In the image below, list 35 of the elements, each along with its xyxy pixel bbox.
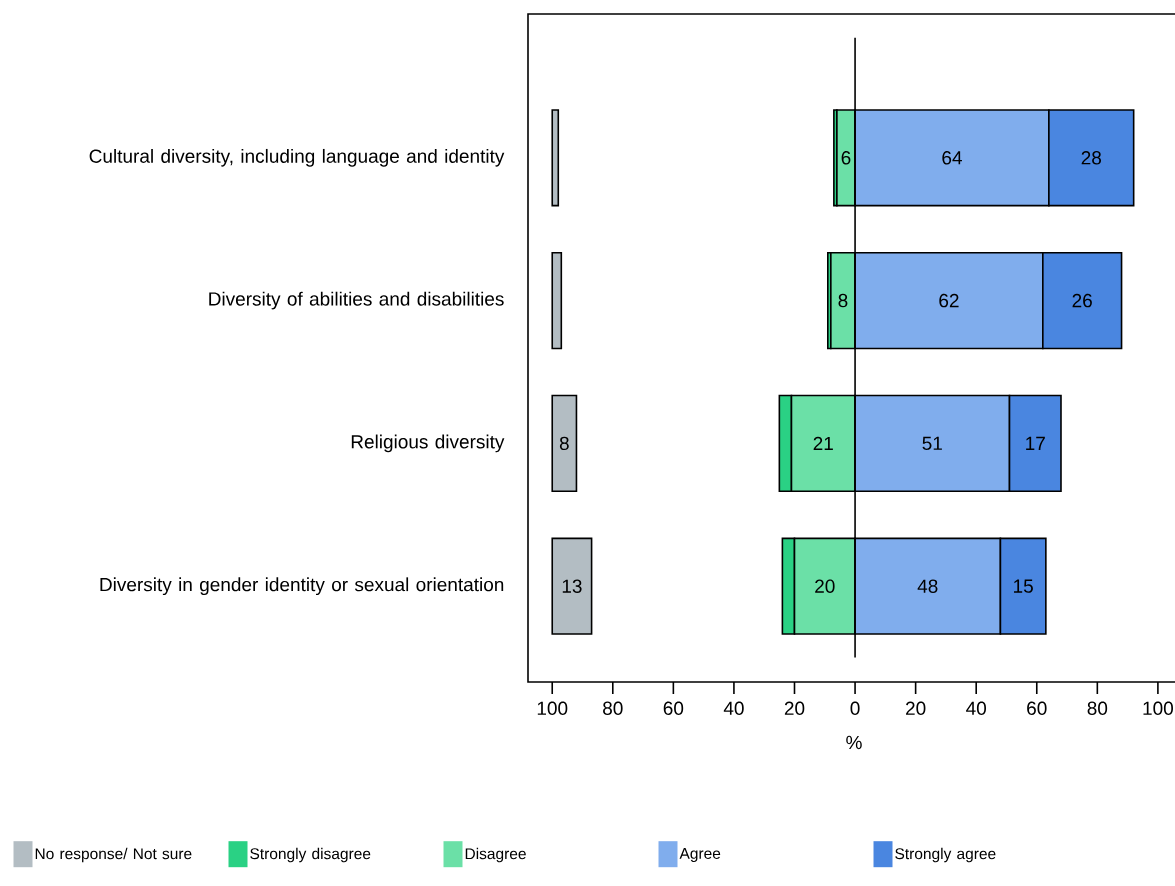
legend-label: Disagree [465, 847, 526, 863]
data-label: 20 [815, 579, 835, 593]
x-tick-label: 40 [723, 701, 744, 715]
x-tick-label: 80 [603, 701, 623, 715]
y-tick-label: Cultural diversity, including language and identity [89, 148, 505, 167]
y-tick-label: Diversity in gender identity or sexual orientation [100, 577, 504, 596]
x-tick-label: 80 [1087, 701, 1108, 715]
y-tick-label: Religious diversity [351, 434, 505, 453]
data-label: 64 [942, 151, 962, 165]
data-label: 6 [841, 151, 851, 165]
legend-label: Agree [679, 848, 721, 862]
data-label: 13 [562, 579, 582, 593]
x-tick-label: 60 [663, 701, 684, 715]
x-tick-label: 100 [537, 701, 568, 715]
y-tick-label: Diversity of abilities and disabilities [209, 291, 504, 310]
data-label: 17 [1026, 436, 1045, 450]
x-tick-label: 100 [1143, 701, 1173, 715]
x-tick-label: 60 [1027, 701, 1047, 715]
data-label: 51 [922, 436, 942, 451]
x-axis-title: % [846, 735, 862, 750]
x-tick-label: 20 [784, 701, 805, 715]
legend-label: Strongly disagree [250, 847, 371, 863]
data-label: 8 [559, 436, 569, 451]
data-label: 8 [838, 293, 848, 308]
data-label: 48 [917, 579, 938, 593]
x-tick-label: 0 [850, 701, 860, 715]
data-label: 28 [1081, 151, 1102, 165]
legend-label: Strongly agree [895, 847, 996, 863]
data-label: 26 [1072, 293, 1092, 308]
x-tick-label: 20 [906, 701, 926, 715]
data-label: 62 [939, 293, 959, 308]
data-label: 21 [813, 436, 833, 451]
data-label: 15 [1014, 579, 1033, 593]
legend-label: No response/ Not sure [35, 847, 192, 863]
x-tick-label: 40 [966, 701, 987, 715]
